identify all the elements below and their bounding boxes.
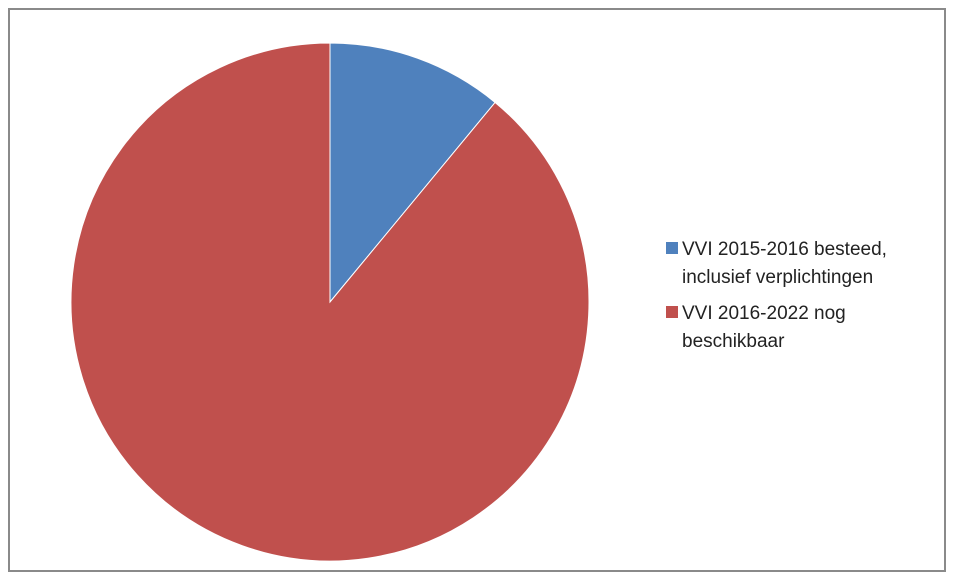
- legend-item-available: VVI 2016-2022 nog beschikbaar: [666, 300, 946, 356]
- pie-chart: [70, 42, 590, 562]
- legend-item-spent: VVI 2015-2016 besteed, inclusief verplic…: [666, 236, 946, 292]
- legend-swatch-available: [666, 306, 678, 318]
- legend-label-available: VVI 2016-2022 nog beschikbaar: [682, 303, 846, 352]
- pie-slice-available: [70, 42, 590, 562]
- chart-area: VVI 2015-2016 besteed, inclusief verplic…: [8, 8, 946, 572]
- legend-swatch-spent: [666, 242, 678, 254]
- legend-label-spent: VVI 2015-2016 besteed, inclusief verplic…: [682, 239, 887, 288]
- legend: VVI 2015-2016 besteed, inclusief verplic…: [666, 236, 946, 364]
- pie-slice-spent: [329, 42, 496, 304]
